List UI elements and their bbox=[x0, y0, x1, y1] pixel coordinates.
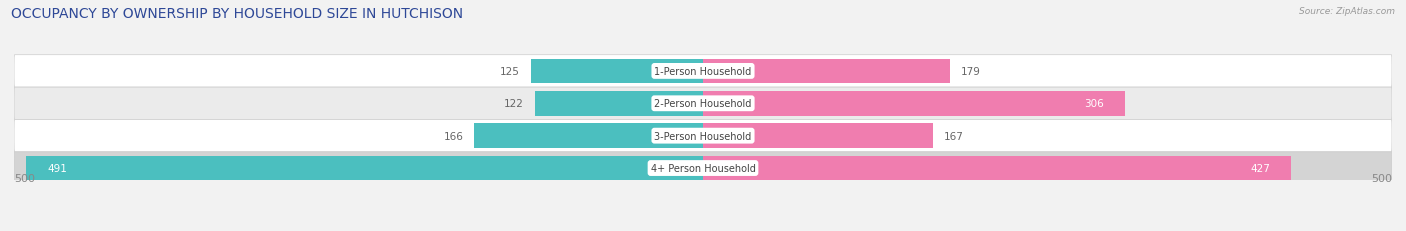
Text: 4+ Person Household: 4+ Person Household bbox=[651, 163, 755, 173]
Text: 491: 491 bbox=[48, 163, 67, 173]
Bar bbox=[531, 59, 703, 84]
Text: Source: ZipAtlas.com: Source: ZipAtlas.com bbox=[1299, 7, 1395, 16]
Text: 2-Person Household: 2-Person Household bbox=[654, 99, 752, 109]
Bar bbox=[703, 124, 934, 148]
Text: 3-Person Household: 3-Person Household bbox=[654, 131, 752, 141]
Text: 500: 500 bbox=[14, 173, 35, 183]
Bar bbox=[703, 59, 949, 84]
Text: 500: 500 bbox=[1371, 173, 1392, 183]
Bar bbox=[703, 92, 1125, 116]
Text: 125: 125 bbox=[501, 67, 520, 77]
Text: 179: 179 bbox=[960, 67, 980, 77]
Text: 427: 427 bbox=[1251, 163, 1271, 173]
FancyBboxPatch shape bbox=[14, 88, 1392, 120]
FancyBboxPatch shape bbox=[14, 152, 1392, 184]
Text: 306: 306 bbox=[1084, 99, 1104, 109]
Bar bbox=[27, 156, 703, 180]
Text: 166: 166 bbox=[443, 131, 463, 141]
FancyBboxPatch shape bbox=[14, 120, 1392, 152]
Bar bbox=[474, 124, 703, 148]
Bar bbox=[703, 156, 1291, 180]
Bar bbox=[534, 92, 703, 116]
Text: 167: 167 bbox=[945, 131, 965, 141]
Text: 122: 122 bbox=[503, 99, 524, 109]
Legend: Owner-occupied, Renter-occupied: Owner-occupied, Renter-occupied bbox=[592, 229, 814, 231]
Text: OCCUPANCY BY OWNERSHIP BY HOUSEHOLD SIZE IN HUTCHISON: OCCUPANCY BY OWNERSHIP BY HOUSEHOLD SIZE… bbox=[11, 7, 464, 21]
Text: 1-Person Household: 1-Person Household bbox=[654, 67, 752, 77]
FancyBboxPatch shape bbox=[14, 55, 1392, 88]
